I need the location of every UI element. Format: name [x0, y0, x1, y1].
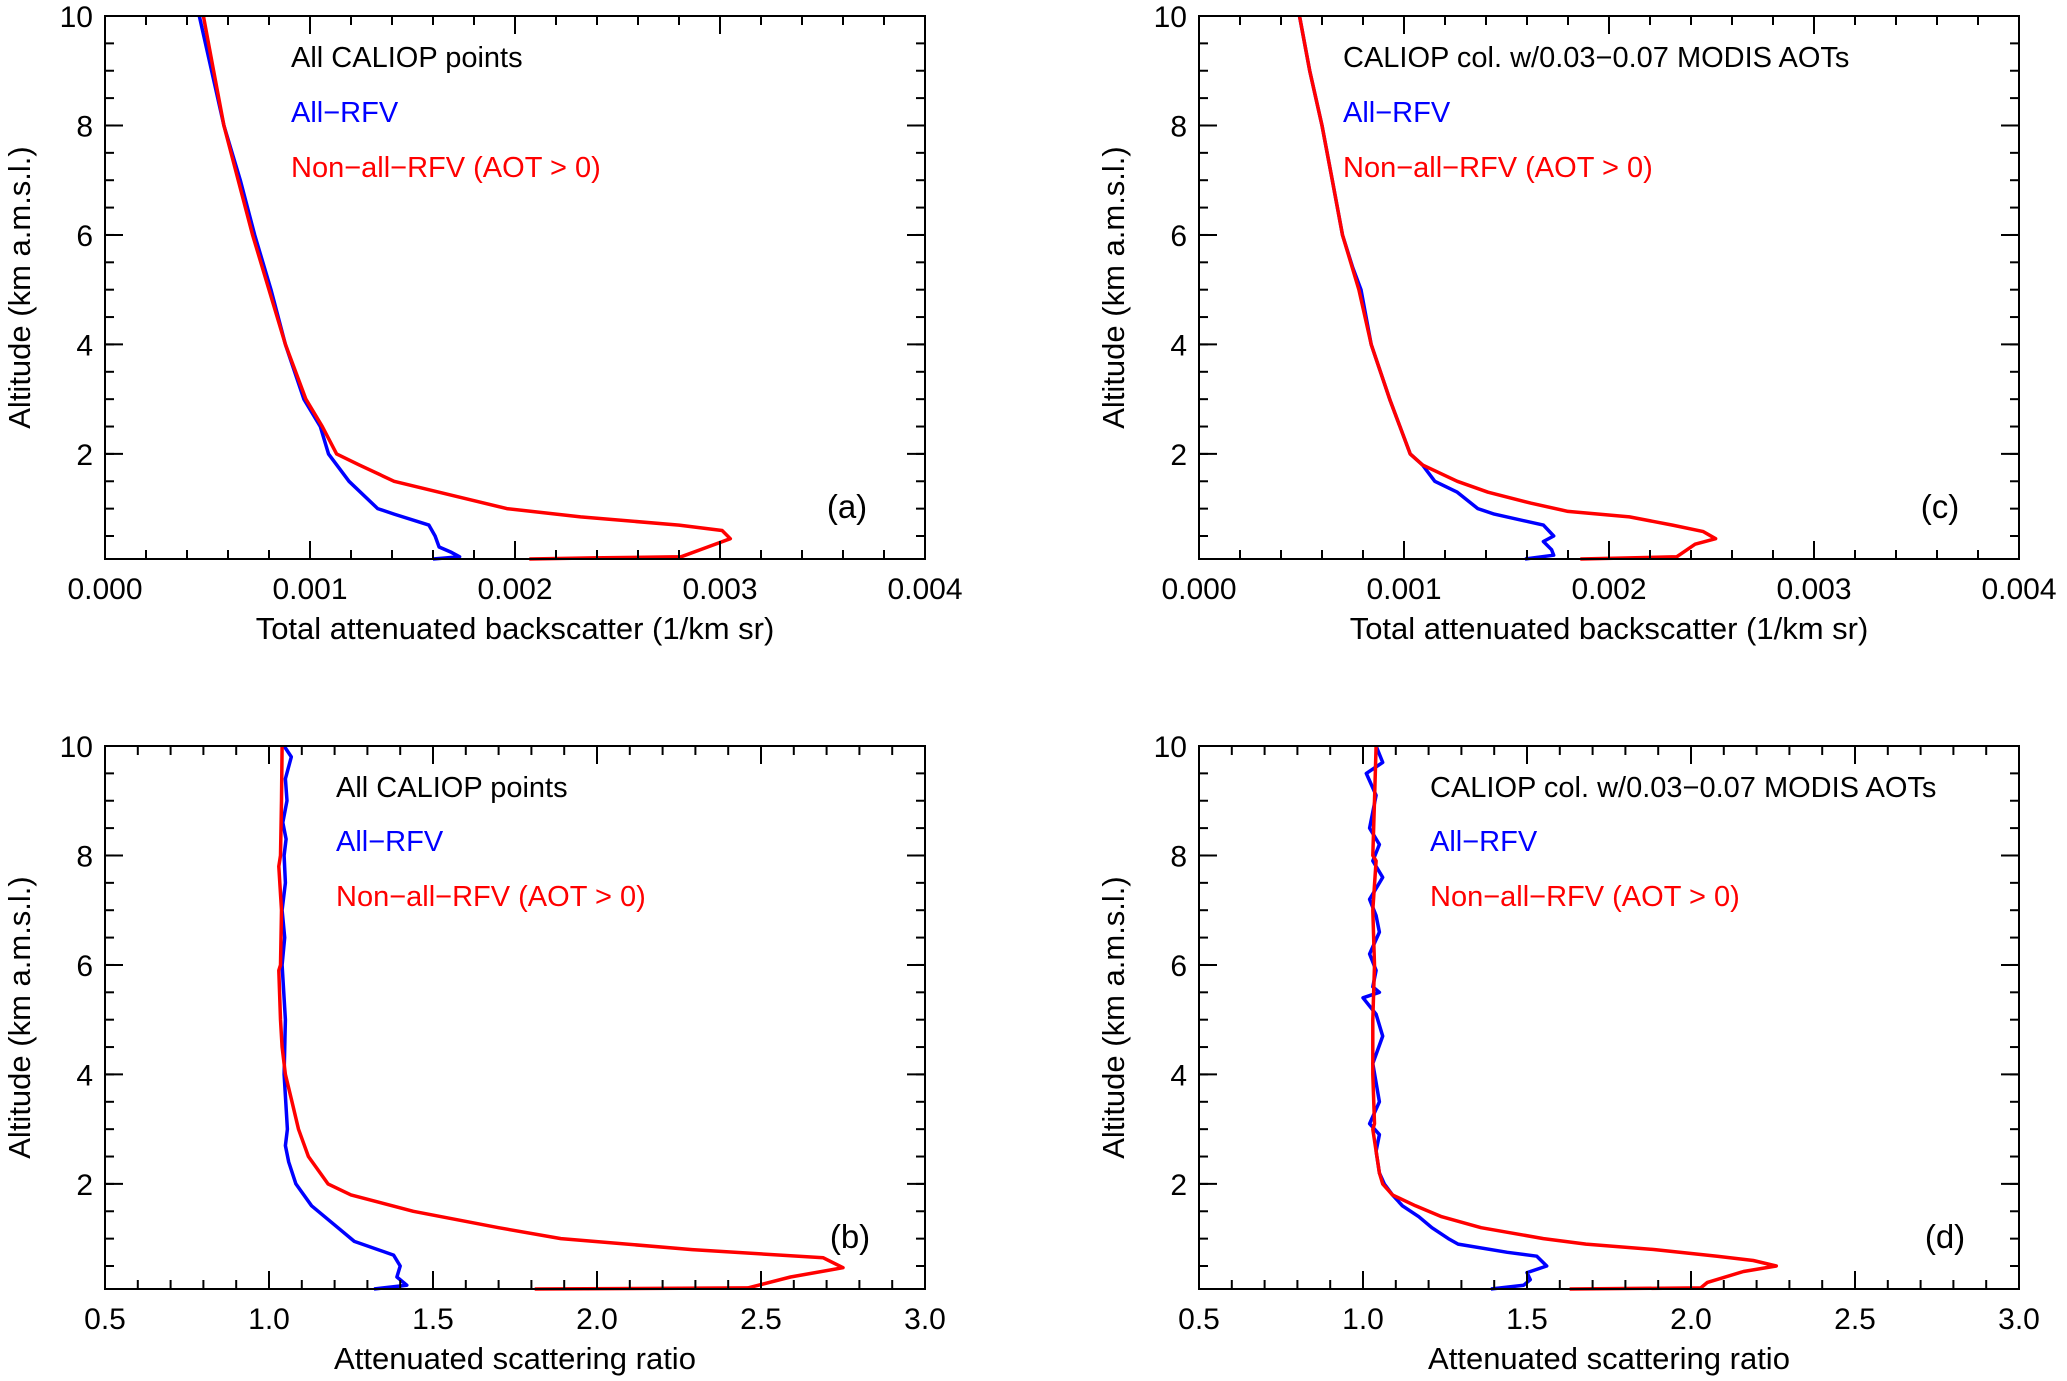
legend-entry-all-rfv: All−RFV [1343, 97, 1451, 129]
legend-entry-non-all-rfv: Non−all−RFV (AOT > 0) [336, 881, 646, 913]
x-tick-label: 0.002 [477, 573, 552, 606]
y-tick-label: 6 [1170, 220, 1187, 253]
x-tick-label: 0.000 [67, 573, 142, 606]
y-tick-label: 8 [1170, 840, 1187, 873]
y-tick-label: 10 [1154, 731, 1187, 764]
x-tick-label: 2.0 [576, 1303, 618, 1336]
y-tick-label: 10 [60, 731, 93, 764]
series-line-non-all-rfv [277, 745, 845, 1291]
x-tick-label: 1.0 [1342, 1303, 1384, 1336]
x-axis-label: Total attenuated backscatter (1/km sr) [256, 611, 775, 646]
y-axis-label: Altitude (km a.m.s.l.) [2, 146, 37, 429]
x-axis-label: Total attenuated backscatter (1/km sr) [1350, 611, 1869, 646]
y-axis-label: Altitude (km a.m.s.l.) [1096, 146, 1131, 429]
x-tick-label: 0.000 [1161, 573, 1236, 606]
panel-label: (b) [830, 1218, 870, 1255]
x-tick-label: 0.001 [272, 573, 347, 606]
series-line-non-all-rfv [1371, 745, 1779, 1291]
y-tick-label: 10 [60, 1, 93, 34]
legend-entry-all-rfv: All−RFV [291, 97, 399, 129]
series-line-non-all-rfv [201, 15, 733, 561]
y-tick-label: 4 [76, 329, 93, 362]
y-tick-label: 4 [1170, 1059, 1187, 1092]
x-tick-label: 0.004 [887, 573, 962, 606]
y-tick-label: 4 [76, 1059, 93, 1092]
x-tick-label: 0.004 [1981, 573, 2056, 606]
y-tick-label: 8 [76, 840, 93, 873]
annotation-title: CALIOP col. w/0.03−0.07 MODIS AOTs [1430, 772, 1936, 804]
x-tick-label: 2.5 [1834, 1303, 1876, 1336]
y-tick-label: 2 [76, 439, 93, 472]
x-tick-label: 0.002 [1571, 573, 1646, 606]
annotation-title: All CALIOP points [291, 42, 523, 74]
x-tick-label: 1.5 [1506, 1303, 1548, 1336]
panel-label: (c) [1921, 488, 1959, 525]
plot-frame [104, 745, 926, 1290]
x-tick-label: 0.5 [84, 1303, 126, 1336]
annotation-title: All CALIOP points [336, 772, 568, 804]
x-tick-label: 0.001 [1366, 573, 1441, 606]
y-tick-label: 2 [76, 1169, 93, 1202]
y-tick-label: 8 [1170, 110, 1187, 143]
legend-entry-non-all-rfv: Non−all−RFV (AOT > 0) [1430, 881, 1740, 913]
panel-label: (a) [827, 488, 867, 525]
x-tick-label: 2.5 [740, 1303, 782, 1336]
panel-label: (d) [1925, 1218, 1965, 1255]
y-tick-label: 6 [1170, 950, 1187, 983]
series-line-all-rfv [197, 15, 462, 561]
x-tick-label: 0.003 [1776, 573, 1851, 606]
y-tick-label: 2 [1170, 439, 1187, 472]
y-axis-label: Altitude (km a.m.s.l.) [2, 876, 37, 1159]
panel-d: 0.5 1.0 1.5 2.0 2.5 3.0 2 4 6 8 10 Attenuated scatt… [1096, 731, 2040, 1376]
series-line-non-all-rfv [1297, 15, 1718, 561]
panel-c: 0.000 0.001 0.002 0.003 0.004 2 4 6 8 10 Total att… [1096, 1, 2057, 646]
x-tick-label: 1.0 [248, 1303, 290, 1336]
x-axis-label: Attenuated scattering ratio [334, 1341, 696, 1376]
y-tick-label: 8 [76, 110, 93, 143]
x-axis-label: Attenuated scattering ratio [1428, 1341, 1790, 1376]
y-tick-label: 2 [1170, 1169, 1187, 1202]
y-tick-label: 4 [1170, 329, 1187, 362]
plot-frame [104, 15, 926, 560]
panel-b: 0.5 1.0 1.5 2.0 2.5 3.0 2 4 6 8 10 Attenuated scatt… [2, 731, 946, 1376]
panel-a: 0.000 0.001 0.002 0.003 0.004 2 4 6 8 10 Total att… [2, 1, 963, 646]
legend-entry-all-rfv: All−RFV [1430, 826, 1538, 858]
legend-entry-all-rfv: All−RFV [336, 826, 444, 858]
y-tick-label: 6 [76, 950, 93, 983]
x-tick-label: 2.0 [1670, 1303, 1712, 1336]
plot-frame [1198, 15, 2020, 560]
x-tick-label: 1.5 [412, 1303, 454, 1336]
x-tick-label: 3.0 [1998, 1303, 2040, 1336]
y-tick-label: 6 [76, 220, 93, 253]
legend-entry-non-all-rfv: Non−all−RFV (AOT > 0) [291, 152, 601, 184]
x-tick-label: 0.5 [1178, 1303, 1220, 1336]
legend-entry-non-all-rfv: Non−all−RFV (AOT > 0) [1343, 152, 1653, 184]
plot-frame [1198, 745, 2020, 1290]
x-tick-label: 3.0 [904, 1303, 946, 1336]
y-axis-label: Altitude (km a.m.s.l.) [1096, 876, 1131, 1159]
y-tick-label: 10 [1154, 1, 1187, 34]
annotation-title: CALIOP col. w/0.03−0.07 MODIS AOTs [1343, 42, 1849, 74]
x-tick-label: 0.003 [682, 573, 757, 606]
